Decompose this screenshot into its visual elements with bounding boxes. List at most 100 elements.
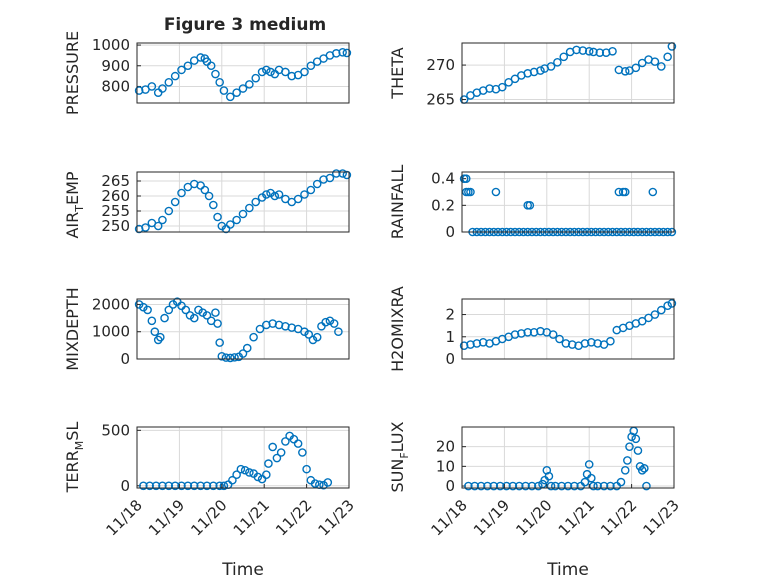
data-point [656,305,666,315]
data-point [329,319,339,328]
data-point [257,67,267,77]
data-point [251,197,261,207]
data-point [570,481,579,491]
data-point [158,215,167,225]
data-point [156,332,165,342]
data-point [300,327,309,337]
data-point [240,465,250,475]
data-point [331,169,341,178]
data-point [637,58,647,68]
y-tick-label: 0.2 [431,196,455,214]
x-tick-label: 11/21 [555,496,598,539]
axes-box [461,171,675,233]
data-point [599,340,609,349]
y-tick-label: 900 [101,57,130,75]
data-point [215,338,224,347]
y-tick-label: 2 [445,306,455,324]
data-point [289,434,299,444]
panel-bottom-left: 0 500 11/18 11/19 11/20 11/21 11/22 11/23 Time [101,421,357,580]
data-point [164,78,174,87]
data-point [470,481,480,491]
data-point [637,316,647,326]
data-point [306,185,316,195]
data-point [523,328,533,337]
plot-area [137,427,349,488]
data-point [262,190,271,199]
panel-row2-right: 0 0.2 0.4 RAINFALL [388,165,677,241]
data-point [189,313,199,323]
x-tick-label: 11/20 [187,496,230,539]
data-point [563,481,573,491]
data-point [510,330,520,339]
data-point [202,311,212,320]
data-point [616,477,626,487]
x-tick-label: 11/21 [230,496,273,539]
data-point [232,88,241,97]
data-point [147,316,157,326]
data-point [209,200,218,210]
data-point [642,481,651,491]
data-point [342,170,352,180]
data-point [164,206,174,216]
data-point [183,481,193,491]
data-point [514,481,524,491]
data-point [170,481,180,491]
data-point [557,481,566,491]
data-point [580,339,590,348]
data-point [215,481,224,491]
data-point [559,52,569,62]
y-tick-label: 500 [101,421,130,439]
data-point [599,481,609,491]
data-point [202,481,212,491]
y-axis-label: MIXDEPTH [63,287,82,370]
data-point [158,84,167,93]
x-tick-label: 11/20 [512,496,555,539]
plot-area [462,427,674,488]
data-point [232,470,241,479]
data-point [272,453,282,463]
data-point [587,338,596,347]
data-point [546,62,556,71]
data-point [561,339,571,348]
data-point [631,63,641,73]
data-point [230,353,239,362]
ylabel-sun-flux: SUNFLUX [388,421,411,492]
data-point [584,46,594,56]
panel-row3-right: 0 1 2 H2OMIXRA [388,286,677,372]
data-point [255,324,265,334]
data-point [164,481,174,491]
data-point [213,319,222,328]
y-tick-label: 0 [445,477,455,495]
data-point [334,327,343,337]
panel-top-left: 800 900 1000 PRESSURE [63,31,352,115]
data-point [650,310,660,319]
ylabel-terr-msl: TERRMSL [63,422,86,494]
data-point [637,465,647,475]
y-tick-label: 270 [426,56,455,74]
data-point [134,300,144,309]
y-tick-label: 2000 [92,295,130,313]
plot-area [462,172,674,232]
data-point [276,448,286,457]
data-point [225,220,235,229]
data-point [553,58,562,67]
data-point [593,481,602,491]
data-point [262,470,271,479]
data-point [510,74,520,84]
y-axis-label: THETA [388,47,407,99]
data-point [236,464,246,474]
data-point [606,481,615,491]
data-point [525,201,535,210]
data-point [312,332,322,342]
data-point [302,464,311,474]
axes-box [136,298,350,360]
data-point [644,313,653,323]
data-point [181,305,191,315]
data-point [536,66,545,75]
panel-top-right: 265 270 THETA [388,42,677,109]
data-point [164,305,174,315]
data-point [238,209,248,219]
plot-area [137,43,349,103]
